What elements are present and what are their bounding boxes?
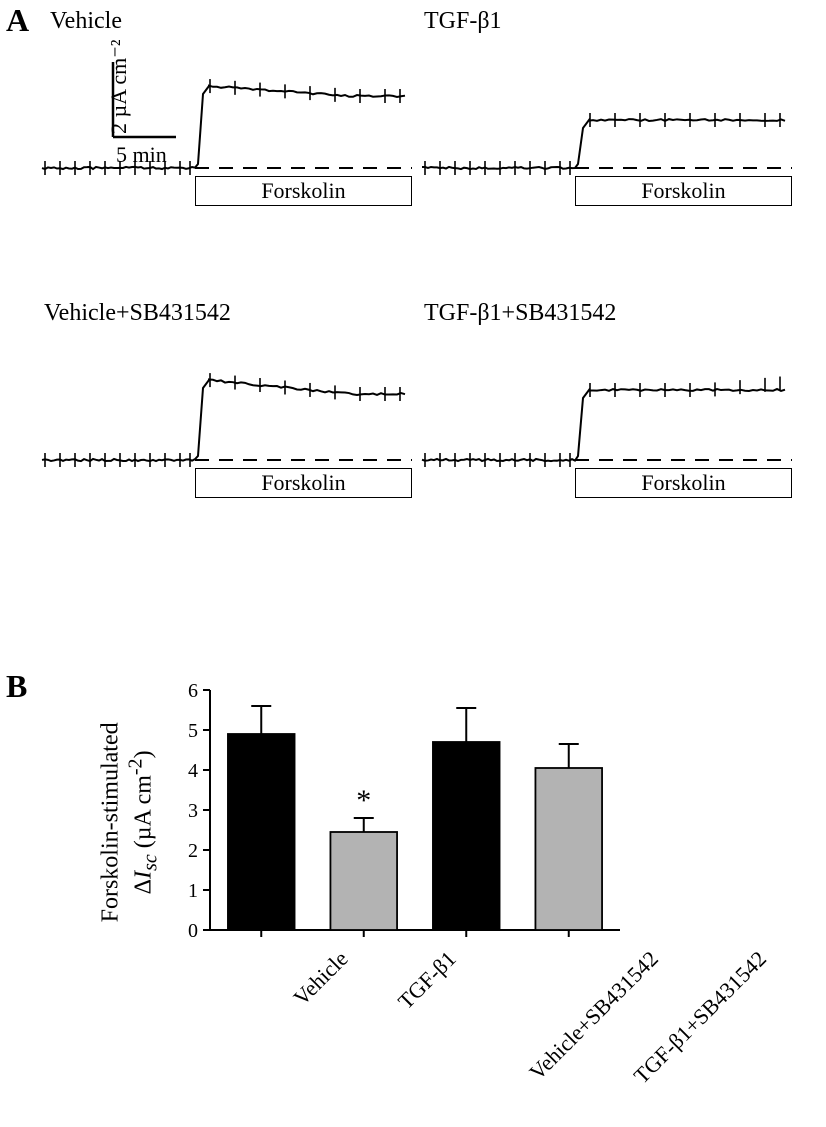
forskolin-label-box: Forskolin xyxy=(575,176,792,206)
y-tick-label: 6 xyxy=(188,680,198,702)
bar xyxy=(535,768,602,930)
bar-chart-svg: 0 1 2 3 4 5 6 * xyxy=(120,680,680,1110)
y-axis-label-line2: ΔIsc (µA cm-2) xyxy=(131,750,157,894)
panel-b-label: B xyxy=(6,668,27,705)
forskolin-label-box: Forskolin xyxy=(195,468,412,498)
y-tick-label: 0 xyxy=(188,920,198,942)
trace-title: TGF-β1+SB431542 xyxy=(424,300,616,327)
forskolin-label-box: Forskolin xyxy=(195,176,412,206)
y-tick-label: 4 xyxy=(188,760,198,782)
y-tick-label: 3 xyxy=(188,800,198,822)
y-axis-label-line1: Forskolin-stimulated xyxy=(98,722,124,922)
y-tick-label: 2 xyxy=(188,840,198,862)
y-tick-label: 5 xyxy=(188,720,198,742)
trace-title: Vehicle xyxy=(50,8,122,35)
trace-title: TGF-β1 xyxy=(424,8,502,35)
bar xyxy=(433,742,500,930)
bar xyxy=(330,832,397,930)
y-axis-label: Forskolin-stimulated ΔIsc (µA cm-2) xyxy=(98,692,163,952)
y-tick-label: 1 xyxy=(188,880,198,902)
forskolin-label-box: Forskolin xyxy=(575,468,792,498)
bar xyxy=(228,734,295,930)
bar-chart: 0123456* Forskolin-stimulated ΔIsc (µA c… xyxy=(120,680,680,1110)
trace-title: Vehicle+SB431542 xyxy=(44,300,231,327)
significance-marker: * xyxy=(356,784,371,817)
panel-a-label: A xyxy=(6,2,29,39)
